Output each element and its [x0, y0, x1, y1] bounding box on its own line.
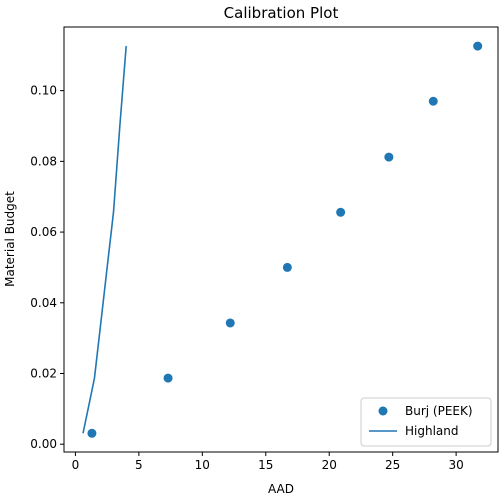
data-point — [428, 96, 438, 106]
y-tick-label: 0.06 — [30, 225, 57, 239]
y-axis-ticks: 0.00 0.02 0.04 0.06 0.08 0.10 — [30, 84, 64, 451]
x-tick-label: 10 — [195, 458, 210, 472]
plot-area — [82, 41, 483, 438]
x-axis-title: AAD — [268, 482, 294, 496]
y-tick-label: 0.04 — [30, 296, 57, 310]
chart-title: Calibration Plot — [224, 4, 339, 22]
x-tick-label: 0 — [72, 458, 80, 472]
y-tick-label: 0.08 — [30, 154, 57, 168]
data-point — [225, 318, 235, 328]
data-point — [282, 262, 292, 272]
x-tick-label: 20 — [322, 458, 337, 472]
plot-frame — [63, 26, 499, 453]
x-tick-label: 15 — [258, 458, 273, 472]
data-point — [473, 41, 483, 51]
legend-box — [360, 397, 492, 447]
x-axis-ticks: 0 5 10 15 20 25 30 — [72, 452, 464, 472]
x-tick-label: 25 — [385, 458, 400, 472]
series-line-highland — [82, 46, 127, 434]
data-point — [87, 428, 97, 438]
y-tick-label: 0.00 — [30, 437, 57, 451]
y-axis-title: Material Budget — [3, 191, 17, 287]
y-tick-label: 0.10 — [30, 84, 57, 98]
legend-label: Highland — [405, 424, 459, 438]
legend: Burj (PEEK) Highland — [360, 397, 492, 447]
data-point — [384, 152, 394, 162]
data-point — [163, 373, 173, 383]
legend-label: Burj (PEEK) — [405, 404, 473, 418]
x-tick-label: 30 — [448, 458, 463, 472]
x-tick-label: 5 — [135, 458, 143, 472]
legend-point-marker — [378, 406, 388, 416]
data-point — [336, 207, 346, 217]
y-tick-label: 0.02 — [30, 367, 57, 381]
